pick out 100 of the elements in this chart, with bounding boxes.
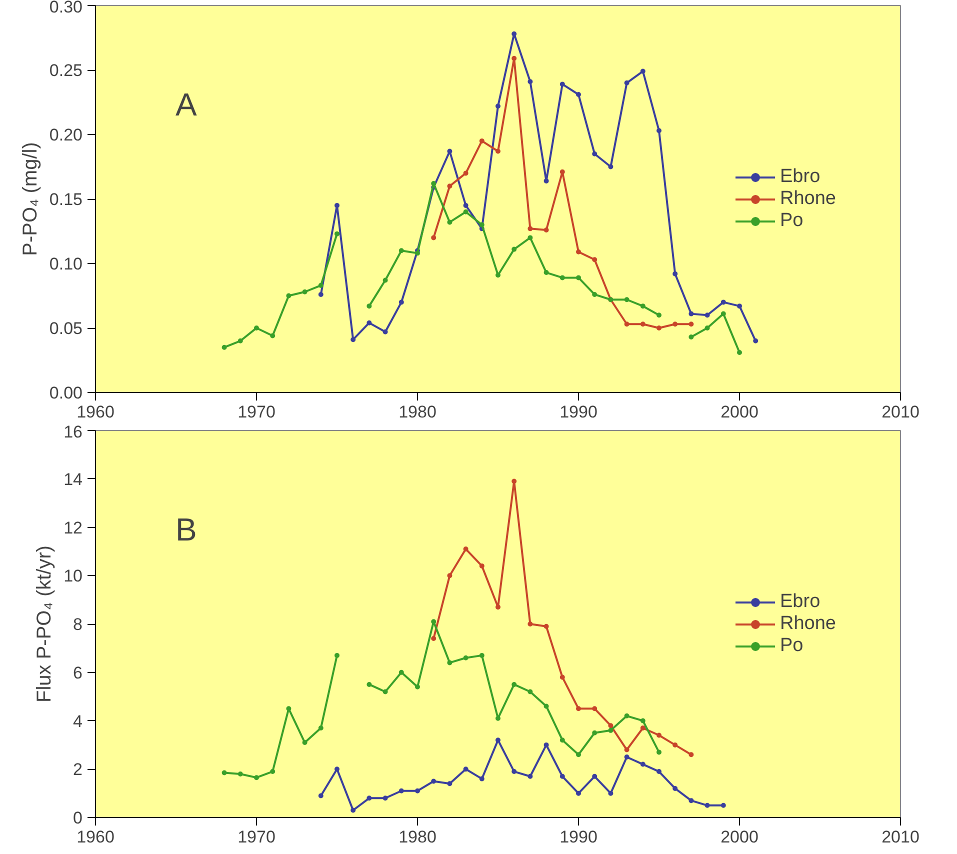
point	[528, 689, 533, 694]
point	[688, 334, 694, 340]
point	[560, 738, 565, 743]
point	[688, 752, 694, 758]
point	[350, 808, 356, 813]
x-tick-label: 1980	[398, 828, 436, 846]
point	[640, 726, 646, 730]
point	[398, 788, 404, 794]
y-tick-label: 12	[64, 518, 83, 538]
point	[560, 674, 565, 680]
point	[334, 766, 340, 772]
point	[656, 312, 662, 318]
y-tick-label: 0.15	[49, 190, 83, 209]
point	[720, 300, 726, 305]
x-tick-label: 1970	[238, 828, 276, 846]
point	[592, 706, 598, 712]
point	[640, 762, 646, 767]
point	[640, 304, 646, 309]
point	[398, 248, 404, 254]
y-tick-label: 14	[64, 470, 83, 489]
point	[318, 793, 324, 798]
point	[496, 604, 500, 610]
point	[270, 333, 276, 338]
point	[592, 730, 598, 736]
point	[447, 184, 452, 189]
point	[431, 636, 436, 642]
point	[624, 713, 630, 718]
point	[512, 682, 517, 687]
point	[318, 282, 324, 288]
point	[463, 546, 468, 552]
x-tick-label: 2000	[720, 402, 758, 422]
y-tick-label: 4	[73, 712, 83, 731]
point	[704, 802, 710, 808]
point	[720, 311, 726, 316]
point	[512, 246, 517, 252]
point	[334, 231, 340, 236]
point	[512, 478, 517, 484]
legend-label: Po	[780, 210, 804, 232]
point	[560, 169, 565, 174]
point	[688, 311, 694, 316]
point	[624, 322, 630, 327]
point	[688, 798, 694, 804]
point	[592, 292, 598, 297]
point	[512, 31, 517, 36]
point	[382, 796, 388, 801]
point	[640, 718, 646, 724]
point	[302, 740, 308, 746]
y-tick-label: 0.30	[49, 0, 83, 16]
point	[512, 769, 517, 774]
point	[415, 250, 420, 256]
point	[672, 322, 678, 327]
point	[496, 272, 500, 278]
annotation: B	[176, 512, 197, 548]
point	[624, 754, 630, 760]
point	[576, 92, 581, 98]
x-tick-label: 2010	[882, 828, 920, 846]
point	[560, 275, 565, 280]
point	[737, 304, 742, 309]
point	[334, 652, 340, 658]
point	[222, 770, 227, 776]
legend-label: Po	[780, 634, 804, 656]
point	[672, 271, 678, 276]
point	[382, 278, 388, 283]
point	[576, 275, 581, 280]
y-tick-label: 0.00	[49, 384, 83, 402]
point	[463, 170, 468, 176]
point	[656, 732, 662, 738]
point	[753, 338, 758, 344]
y-tick-label: 8	[73, 615, 83, 634]
y-tick-label: 0	[73, 808, 83, 828]
legend-label: Rhone	[780, 188, 836, 210]
point	[544, 270, 549, 276]
y-axis-title: Flux P-PO₄ (kt/yr)	[34, 545, 56, 703]
point	[318, 726, 324, 730]
point	[704, 312, 710, 318]
point	[608, 790, 614, 796]
x-tick-label: 1980	[398, 402, 436, 422]
y-tick-label: 10	[64, 566, 83, 586]
point	[640, 322, 646, 327]
point	[656, 326, 662, 330]
point	[737, 350, 742, 356]
point	[608, 164, 614, 170]
point	[544, 742, 549, 748]
point	[479, 652, 484, 658]
legend-label: Ebro	[780, 166, 820, 188]
point	[544, 227, 549, 232]
point	[431, 235, 436, 240]
legend-label: Ebro	[780, 590, 820, 612]
y-axis-title: P-PO₄ (mg/l)	[19, 142, 42, 256]
point	[479, 138, 484, 144]
point	[366, 682, 372, 687]
x-tick-label: 2010	[882, 402, 920, 422]
point	[318, 292, 324, 297]
point	[592, 774, 598, 779]
point	[479, 776, 484, 782]
point	[624, 747, 630, 752]
y-tick-label: 0.05	[49, 319, 83, 338]
point	[447, 660, 452, 666]
point	[334, 202, 340, 208]
point	[672, 786, 678, 791]
